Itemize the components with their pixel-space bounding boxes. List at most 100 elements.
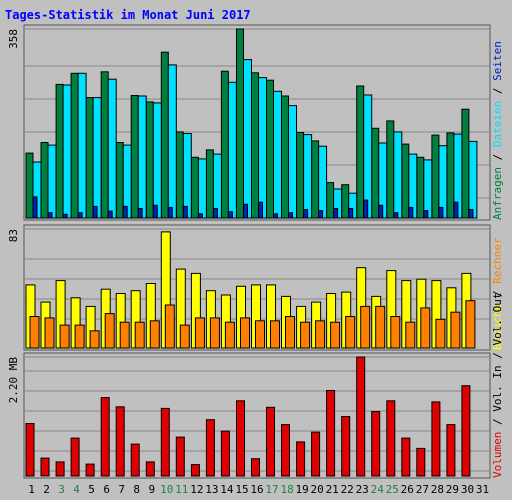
bar-dateien-11 (182, 133, 192, 219)
bar-volumen-13 (205, 419, 215, 477)
bar-seiten-23 (363, 199, 369, 219)
x-tick-label: 22 (341, 483, 354, 496)
bar-volumen-21 (326, 390, 336, 477)
bar-seiten-19 (303, 209, 309, 219)
bar-anfragen-12 (190, 156, 199, 219)
y-axis-label-part: Dateien (491, 101, 504, 147)
x-tick-label: 27 (416, 483, 429, 496)
bar-seiten-3 (62, 213, 68, 219)
bar-anfragen-2 (40, 142, 49, 219)
bar-anfragen-20 (311, 140, 320, 219)
x-tick-label: 7 (118, 483, 125, 496)
bar-rechner-28 (435, 318, 446, 349)
bar-seiten-5 (92, 205, 98, 219)
bar-seiten-29 (453, 201, 459, 219)
bar-rechner-11 (179, 324, 190, 349)
bar-volumen-25 (386, 400, 396, 477)
bar-anfragen-6 (100, 71, 109, 219)
bar-anfragen-5 (85, 97, 94, 219)
x-tick-label: 25 (386, 483, 399, 496)
y-axis-label-part: Anfragen (491, 167, 504, 220)
chart-title: Tages-Statistik im Monat Juni 2017 (5, 8, 251, 22)
bar-volumen-5 (85, 463, 95, 477)
bar-rechner-19 (300, 321, 311, 349)
y-max-tick-label: 358 (7, 29, 20, 49)
bar-anfragen-23 (356, 85, 365, 219)
bar-dateien-8 (137, 95, 147, 219)
bar-rechner-24 (375, 305, 386, 349)
bar-volumen-17 (266, 406, 275, 477)
bar-anfragen-17 (266, 79, 274, 219)
bar-seiten-13 (212, 208, 218, 219)
bar-dateien-15 (243, 59, 252, 219)
x-tick-label: 28 (431, 483, 444, 496)
bar-dateien-16 (258, 77, 267, 219)
bar-rechner-25 (390, 316, 401, 349)
x-tick-label: 8 (133, 483, 140, 496)
bar-volumen-2 (40, 457, 50, 477)
bar-rechner-12 (194, 317, 205, 349)
x-tick-label: 26 (401, 483, 414, 496)
x-tick-label: 6 (103, 483, 110, 496)
bar-seiten-24 (378, 204, 384, 219)
bar-rechner-13 (209, 317, 220, 349)
y-axis-label: Volumen / Vol. In / Vol. Out (491, 293, 504, 478)
bar-rechner-21 (330, 321, 341, 349)
x-tick-label: 29 (446, 483, 459, 496)
x-axis: 1 2 3 4 5 6 7 8 9 10 11 12 13 14 15 16 17 18 19 20 21 22 23 24 2… (28, 483, 489, 496)
bar-rechner-1 (29, 316, 40, 349)
bar-rechner-4 (74, 324, 85, 349)
x-tick-label: 24 (371, 483, 385, 496)
bar-rechner-10 (164, 304, 175, 349)
bar-seiten-22 (348, 208, 354, 219)
bar-anfragen-10 (160, 51, 169, 219)
bar-anfragen-26 (401, 143, 410, 219)
bar-anfragen-19 (296, 132, 305, 219)
bar-seiten-1 (32, 196, 38, 219)
x-tick-label: 14 (220, 483, 234, 496)
bar-anfragen-7 (115, 142, 124, 219)
bar-rechner-30 (465, 300, 476, 349)
bar-anfragen-27 (416, 156, 425, 219)
y-axis-label-part: Vol. Out (491, 293, 504, 346)
bar-anfragen-18 (281, 95, 289, 219)
bar-volumen-4 (70, 437, 80, 477)
bar-seiten-8 (137, 208, 143, 219)
x-tick-label: 12 (190, 483, 203, 496)
y-axis-label-part: Vol. In (491, 365, 504, 411)
y-axis-label-separator: / (491, 346, 504, 366)
bar-seiten-21 (333, 208, 339, 219)
bar-dateien-12 (197, 158, 207, 219)
bar-dateien-3 (62, 84, 72, 219)
bar-dateien-6 (107, 78, 117, 219)
y-axis-label-separator: / (491, 81, 504, 101)
bar-rechner-8 (134, 321, 145, 349)
bar-seiten-18 (288, 212, 293, 219)
bar-seiten-27 (423, 210, 429, 219)
bar-anfragen-16 (251, 72, 259, 219)
x-tick-label: 1 (28, 483, 35, 496)
bar-rechner-2 (44, 317, 55, 349)
bar-anfragen-14 (220, 70, 229, 219)
bar-dateien-17 (273, 90, 282, 219)
bar-seiten-14 (227, 211, 233, 219)
y-axis-label: Besuche / Rechner (491, 237, 504, 350)
x-tick-label: 20 (310, 483, 323, 496)
bar-anfragen-1 (25, 152, 34, 219)
bar-seiten-20 (318, 210, 324, 219)
bar-rechner-18 (285, 316, 295, 349)
bar-dateien-20 (318, 145, 328, 219)
bar-volumen-22 (341, 416, 351, 477)
x-tick-label: 15 (235, 483, 248, 496)
bar-volumen-14 (220, 430, 230, 477)
bar-rechner-26 (405, 321, 416, 349)
y-max-tick-label: 83 (7, 229, 20, 242)
bar-anfragen-3 (55, 83, 64, 219)
y-axis-label-separator: / (491, 147, 504, 167)
bar-volumen-16 (251, 458, 260, 477)
bar-seiten-6 (107, 210, 113, 219)
bar-anfragen-9 (145, 101, 154, 219)
y-axis-label-part: Rechner (491, 237, 504, 284)
bar-seiten-25 (393, 212, 399, 219)
x-tick-label: 3 (58, 483, 65, 496)
